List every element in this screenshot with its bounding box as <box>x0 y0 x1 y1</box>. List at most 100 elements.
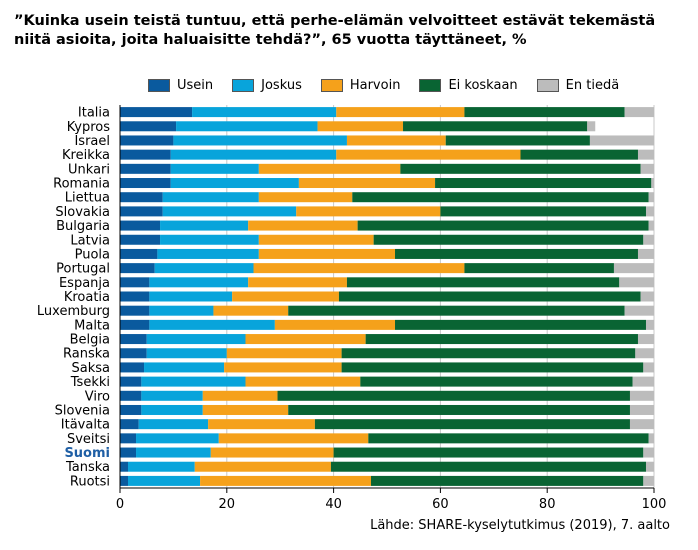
bar-segment-ei-koskaan <box>520 149 638 160</box>
bar-row <box>120 192 654 203</box>
category-label: Tsekki <box>70 375 110 390</box>
source-note: Lähde: SHARE-kyselytutkimus (2019), 7. a… <box>370 518 670 533</box>
category-label: Tanska <box>65 460 110 475</box>
bar-segment-ei-koskaan <box>395 248 638 259</box>
bar-segment-harvoin <box>226 348 342 359</box>
bar-segment-harvoin <box>317 121 404 132</box>
legend-label-usein: Usein <box>177 77 214 93</box>
bar-segment-en-tieda <box>640 163 654 174</box>
bar-segment-usein <box>120 135 174 146</box>
bar-segment-en-tieda <box>637 334 654 345</box>
bar-row <box>120 390 654 401</box>
bar-segment-harvoin <box>258 192 353 203</box>
bar-segment-en-tieda <box>637 248 654 259</box>
bar-segment-harvoin <box>298 178 436 189</box>
bar-segment-usein <box>120 149 171 160</box>
bar-segment-harvoin <box>336 149 521 160</box>
bar-segment-ei-koskaan <box>445 135 590 146</box>
bar-segment-harvoin <box>296 206 441 217</box>
category-label: Ranska <box>63 347 110 362</box>
bar-segment-joskus <box>173 135 347 146</box>
category-label: Kreikka <box>62 148 110 163</box>
bar-row <box>120 178 654 189</box>
bar-row <box>120 404 654 415</box>
bar-segment-joskus <box>146 334 246 345</box>
bar-segment-usein <box>120 419 139 430</box>
bar-row <box>120 419 654 430</box>
legend-item-en-tieda: En tiedä <box>536 78 619 93</box>
bar-row <box>120 334 654 345</box>
category-label: Ruotsi <box>70 474 110 489</box>
bar-segment-ei-koskaan <box>370 475 644 486</box>
bar-segment-en-tieda <box>637 149 654 160</box>
legend-item-joskus: Joskus <box>232 78 302 93</box>
bar-segment-harvoin <box>336 107 465 118</box>
bar-segment-harvoin <box>194 461 331 472</box>
bar-segment-ei-koskaan <box>314 419 630 430</box>
bar-segment-en-tieda <box>643 362 654 373</box>
legend-label-harvoin: Harvoin <box>349 77 401 93</box>
bar-segment-ei-koskaan <box>357 220 649 231</box>
x-tick-label: 40 <box>325 497 342 512</box>
category-label: Malta <box>74 318 110 333</box>
bar-segment-joskus <box>149 305 214 316</box>
bar-row <box>120 149 654 160</box>
bar-segment-ei-koskaan <box>338 291 641 302</box>
bar-row <box>120 107 654 118</box>
bar-segment-harvoin <box>245 334 366 345</box>
bar-row <box>120 461 654 472</box>
category-label: Luxemburg <box>37 304 110 319</box>
bar-segment-harvoin <box>210 447 334 458</box>
legend-swatch-harvoin <box>320 78 343 92</box>
bar-segment-harvoin <box>245 376 361 387</box>
bar-segment-usein <box>120 362 145 373</box>
bar-segment-usein <box>120 263 155 274</box>
bar-segment-harvoin <box>218 433 369 444</box>
bar-segment-en-tieda <box>643 234 654 245</box>
bar-segment-joskus <box>144 362 225 373</box>
bar-segment-joskus <box>176 121 318 132</box>
category-label: Unkari <box>68 162 110 177</box>
bars <box>120 107 654 486</box>
bar-segment-joskus <box>138 419 209 430</box>
bar-segment-en-tieda <box>651 178 654 189</box>
legend-swatch-en-tieda <box>536 78 559 92</box>
bar-segment-usein <box>120 220 161 231</box>
bar-segment-ei-koskaan <box>346 277 620 288</box>
bar-segment-ei-koskaan <box>277 390 630 401</box>
bar-segment-ei-koskaan <box>435 178 652 189</box>
bar-segment-joskus <box>157 248 259 259</box>
chart-title-line-2: niitä asioita, joita haluaisitte tehdä?”… <box>14 32 527 48</box>
bar-segment-usein <box>120 163 171 174</box>
bar-segment-ei-koskaan <box>400 163 641 174</box>
legend-swatch-joskus <box>232 78 255 92</box>
bar-segment-ei-koskaan <box>440 206 646 217</box>
category-label: Puola <box>75 247 110 262</box>
bar-segment-joskus <box>128 475 201 486</box>
category-label: Suomi <box>64 446 110 461</box>
bar-segment-usein <box>120 404 142 415</box>
bar-segment-joskus <box>162 192 259 203</box>
bar-segment-joskus <box>170 163 259 174</box>
category-label: Israel <box>74 134 110 149</box>
bar-segment-joskus <box>136 447 211 458</box>
category-label: Italia <box>78 106 110 121</box>
bar-segment-joskus <box>149 319 275 330</box>
bar-segment-usein <box>120 206 163 217</box>
category-label: Latvia <box>70 233 110 248</box>
x-tick-label: 0 <box>116 497 124 512</box>
bar-segment-usein <box>120 234 161 245</box>
bar-segment-en-tieda <box>635 348 654 359</box>
bar-segment-harvoin <box>258 248 396 259</box>
category-label: Itävalta <box>61 418 110 433</box>
bar-segment-harvoin <box>200 475 371 486</box>
bar-segment-usein <box>120 192 163 203</box>
bar-segment-ei-koskaan <box>352 192 649 203</box>
chart-title: ”Kuinka usein teistä tuntuu, että perhe-… <box>14 12 684 50</box>
category-label: Slovenia <box>55 403 110 418</box>
bar-segment-en-tieda <box>619 277 654 288</box>
category-label: Bulgaria <box>56 219 110 234</box>
x-tick-label: 60 <box>432 497 449 512</box>
bar-row <box>120 433 654 444</box>
